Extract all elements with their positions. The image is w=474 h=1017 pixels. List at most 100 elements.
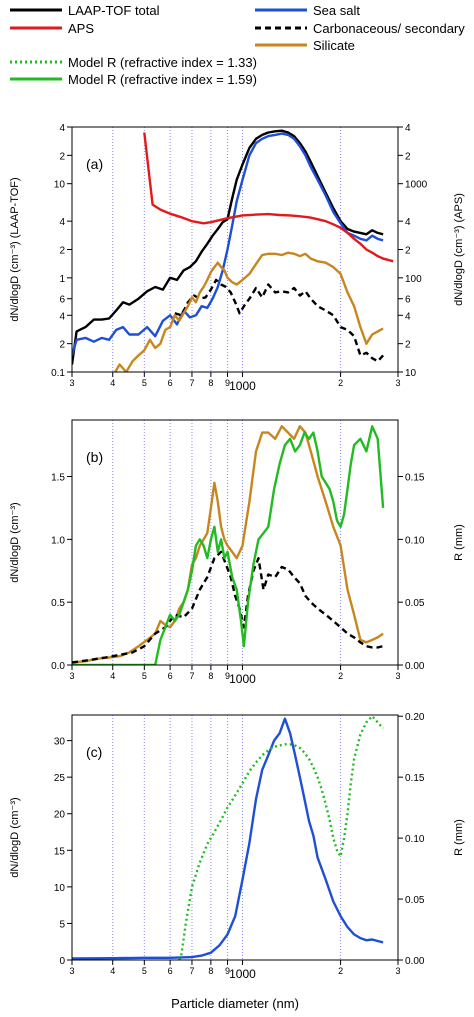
y2-tick-label: 0.00 xyxy=(405,661,425,672)
y-tick-label: 10 xyxy=(54,180,66,191)
y2-tick-label: 4 xyxy=(405,217,411,228)
y2-tick-label: 0.10 xyxy=(405,535,425,546)
legend-label-silicate: Silicate xyxy=(313,38,355,53)
x-tick-label: 3 xyxy=(69,671,74,681)
x-tick-label: 1000 xyxy=(229,379,256,393)
series-group xyxy=(72,129,394,372)
plot-frame xyxy=(71,126,399,373)
y-axis-title: dN/dlogD (cm⁻³) xyxy=(9,797,21,877)
y-axis-title: dN/dlogD (cm⁻³) xyxy=(9,502,21,582)
panel-b: 3 4 5 6 7 8 9 1000 2 3 0.0 0.5 1.0 1.5 0.00 0.05 0.10 0.1… xyxy=(9,419,465,686)
y-tick-label: 2 xyxy=(59,246,65,257)
y2-tick-label: 0.05 xyxy=(405,895,425,906)
y-tick-label: 0.5 xyxy=(51,598,65,609)
x-tick-label: 1000 xyxy=(229,967,256,981)
legend-label-sea-salt: Sea salt xyxy=(313,3,360,18)
y-tick-label: 0 xyxy=(59,956,65,967)
y2-tick-label: 0.15 xyxy=(405,773,425,784)
x-tick-label: 4 xyxy=(110,378,115,388)
y2-tick-label: 0.20 xyxy=(405,712,425,723)
y-tick-label: 4 xyxy=(59,311,65,322)
x-tick-label: 2 xyxy=(338,671,343,681)
y-tick-label: 0.1 xyxy=(51,368,65,379)
y2-tick-label: 2 xyxy=(405,246,411,257)
panel-c: 3 4 5 6 7 8 9 1000 2 30510152025300.000.050.100.1… xyxy=(9,712,465,981)
y-tick-label: 20 xyxy=(54,810,66,821)
x-tick-label: 5 xyxy=(142,378,147,388)
x-tick-label: 2 xyxy=(338,378,343,388)
x-tick-label: 5 xyxy=(142,671,147,681)
y2-axis-title: R (mm) xyxy=(453,524,465,561)
x-tick-label: 9 xyxy=(225,378,230,388)
series-group xyxy=(72,715,384,960)
y-tick-label: 5 xyxy=(59,919,65,930)
x-tick-label: 4 xyxy=(110,671,115,681)
x-tick-label: 4 xyxy=(110,966,115,976)
y2-tick-label: 2 xyxy=(405,151,411,162)
x-tick-label: 9 xyxy=(225,671,230,681)
panel-tag: (b) xyxy=(86,449,103,465)
x-tick-label: 3 xyxy=(69,966,74,976)
x-tick-label: 7 xyxy=(189,671,194,681)
legend-label-aps: APS xyxy=(68,21,94,36)
panel-tag: (a) xyxy=(86,156,103,172)
y-tick-label: 15 xyxy=(54,846,66,857)
x-tick-label: 6 xyxy=(168,671,173,681)
y2-tick-label: 6 xyxy=(405,295,411,306)
x-tick-label: 1000 xyxy=(229,672,256,686)
x-tick-label: 5 xyxy=(142,966,147,976)
series-line-laap-total xyxy=(72,129,384,365)
x-tick-label: 3 xyxy=(69,378,74,388)
y-tick-label: 25 xyxy=(54,773,66,784)
y-tick-label: 1 xyxy=(59,274,65,285)
y-axis-title: dN/dlogD (cm⁻³) (LAAP-TOF) xyxy=(9,177,21,321)
series-line-model-133 xyxy=(178,715,384,960)
series-line-sea-salt xyxy=(72,132,384,356)
y2-tick-label: 1000 xyxy=(405,180,428,191)
y2-tick-label: 0.00 xyxy=(405,956,425,967)
x-tick-label: 2 xyxy=(338,966,343,976)
series-line-silicate xyxy=(113,251,384,372)
plot-frame xyxy=(71,714,399,961)
plot-frame xyxy=(71,419,399,666)
x-axis-label: Particle diameter (nm) xyxy=(171,996,299,1011)
series-line-carbonaceous xyxy=(174,278,384,363)
legend-label-laap-total: LAAP-TOF total xyxy=(68,3,160,18)
y2-tick-label: 2 xyxy=(405,340,411,351)
y2-tick-label: 4 xyxy=(405,311,411,322)
series-line-silicate xyxy=(72,425,384,664)
x-tick-label: 6 xyxy=(168,966,173,976)
x-tick-label: 7 xyxy=(189,378,194,388)
series-group xyxy=(72,425,385,665)
legend-label-model-133: Model R (refractive index = 1.33) xyxy=(68,55,257,70)
x-tick-label: 9 xyxy=(225,966,230,976)
y2-tick-label: 0.10 xyxy=(405,834,425,845)
y-tick-label: 1.5 xyxy=(51,473,65,484)
y-tick-label: 10 xyxy=(54,883,66,894)
y-tick-label: 4 xyxy=(59,123,65,134)
y2-tick-label: 4 xyxy=(405,123,411,134)
x-tick-label: 8 xyxy=(208,966,213,976)
panel-a: 3 4 5 6 7 8 9 1000 2 30.1246124102410246100241000… xyxy=(9,123,465,393)
y-tick-label: 6 xyxy=(59,295,65,306)
series-line-model-159 xyxy=(72,425,385,665)
y2-tick-label: 10 xyxy=(405,368,417,379)
x-tick-label: 3 xyxy=(395,378,400,388)
legend-label-carbonaceous: Carbonaceous/ secondary xyxy=(313,21,465,36)
x-tick-label: 3 xyxy=(395,966,400,976)
y-tick-label: 2 xyxy=(59,151,65,162)
y2-tick-label: 100 xyxy=(405,274,422,285)
x-tick-label: 7 xyxy=(189,966,194,976)
y-tick-label: 4 xyxy=(59,217,65,228)
y2-axis-title: R (mm) xyxy=(453,819,465,856)
y-tick-label: 1.0 xyxy=(51,535,65,546)
y2-tick-label: 0.05 xyxy=(405,598,425,609)
y-tick-label: 2 xyxy=(59,340,65,351)
y2-tick-label: 0.15 xyxy=(405,473,425,484)
x-tick-label: 8 xyxy=(208,378,213,388)
series-line-sea-salt xyxy=(72,717,384,960)
y2-axis-title: dN/dlogD (cm⁻³) (APS) xyxy=(453,193,465,306)
y-tick-label: 0.0 xyxy=(51,661,65,672)
panel-tag: (c) xyxy=(86,744,102,760)
